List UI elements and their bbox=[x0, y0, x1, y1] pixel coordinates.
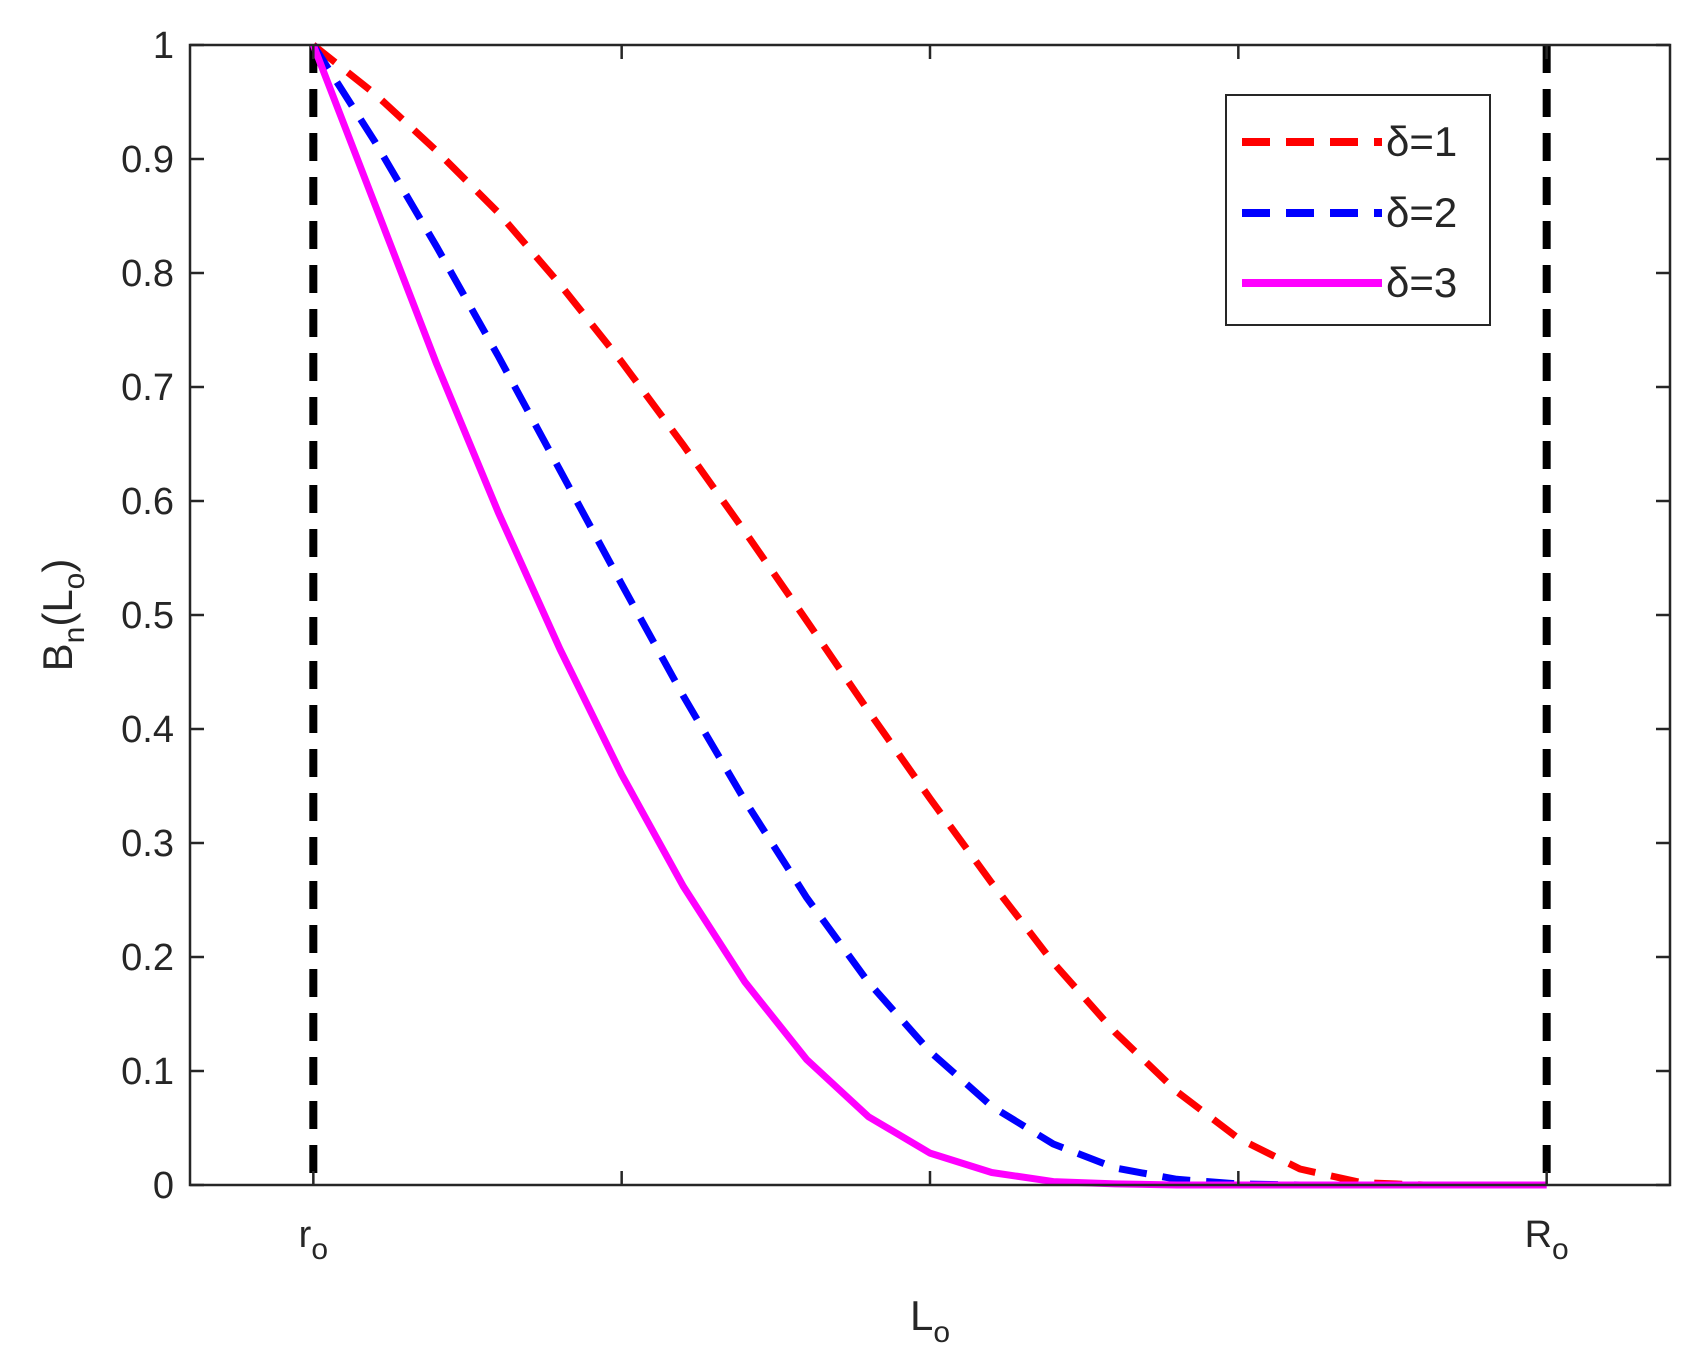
y-tick-label: 0.7 bbox=[121, 367, 174, 409]
y-tick-label: 0.5 bbox=[121, 595, 174, 637]
y-tick-label: 0.1 bbox=[121, 1051, 174, 1093]
x-tick-label: ro bbox=[299, 1214, 328, 1266]
legend-label-delta-3: δ=3 bbox=[1386, 259, 1457, 306]
y-tick-label: 0.6 bbox=[121, 481, 174, 523]
series-line-delta-1 bbox=[311, 42, 1547, 1189]
y-tick-label: 1 bbox=[153, 25, 174, 67]
x-axis-title: Lo bbox=[910, 1292, 950, 1349]
series-line-delta-2 bbox=[310, 43, 1547, 1189]
legend-label-delta-1: δ=1 bbox=[1386, 118, 1457, 165]
y-axis-title: Bn(Lo) bbox=[34, 559, 91, 672]
chart-ticks: 0 0.1 0.2 0.3 0.4 0.5 0.6 0.7 0.8 0.9 1 ro Ro bbox=[121, 25, 1670, 1266]
y-tick-label: 0.2 bbox=[121, 937, 174, 979]
y-tick-label: 0 bbox=[153, 1165, 174, 1207]
y-tick-label: 0.9 bbox=[121, 139, 174, 181]
legend-label-delta-2: δ=2 bbox=[1386, 189, 1457, 236]
y-tick-label: 0.8 bbox=[121, 253, 174, 295]
y-tick-label: 0.4 bbox=[121, 709, 174, 751]
y-tick-label: 0.3 bbox=[121, 823, 174, 865]
x-tick-label: Ro bbox=[1525, 1214, 1569, 1266]
legend: δ=1 δ=2 δ=3 bbox=[1225, 94, 1491, 326]
